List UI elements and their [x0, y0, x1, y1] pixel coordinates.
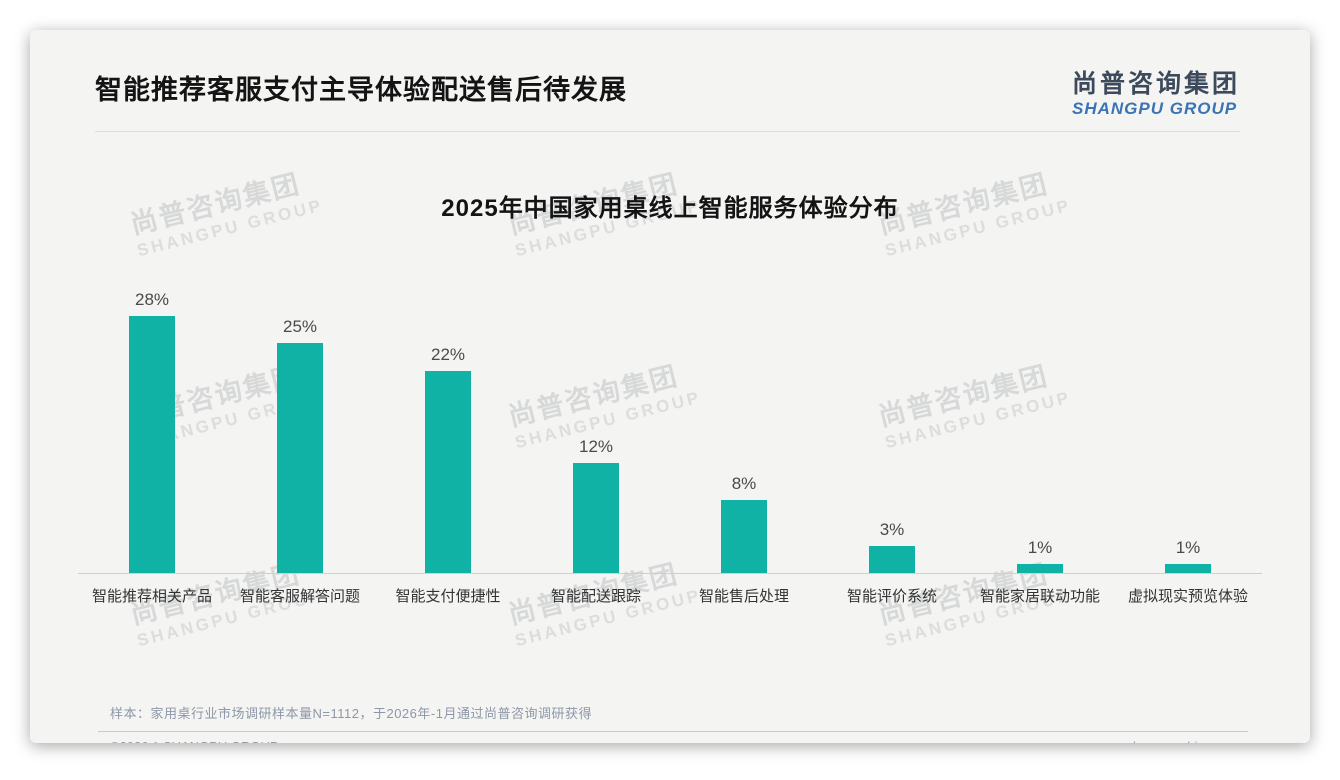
- bar-slot: 8%: [670, 474, 818, 574]
- footer: ©2026.1 SHANGPU GROUP www.shangpu-china.…: [30, 732, 1310, 743]
- category-label: 虚拟现实预览体验: [1127, 588, 1248, 606]
- bar-value-label: 25%: [282, 317, 318, 337]
- bar: [721, 499, 767, 574]
- bar-value-label: 28%: [134, 289, 170, 309]
- report-header: 智能推荐客服支付主导体验配送售后待发展 尚普咨询集团 SHANGPU GROUP: [30, 30, 1310, 119]
- bar: [277, 343, 323, 574]
- bar-slot: 25%: [226, 317, 374, 574]
- bar-slot: 3%: [818, 520, 966, 574]
- copyright-text: ©2026.1 SHANGPU GROUP: [110, 739, 279, 743]
- bar-value-label: 22%: [430, 344, 466, 364]
- bar: [129, 315, 175, 574]
- bars-row: 28% 25% 22% 12% 8% 3% 1% 1%: [78, 279, 1262, 575]
- category-label: 智能家居联动功能: [979, 588, 1100, 606]
- bar: [869, 545, 915, 574]
- logo-chinese-text: 尚普咨询集团: [1071, 70, 1240, 98]
- category-label: 智能配送跟踪: [550, 588, 641, 606]
- bar: [573, 462, 619, 574]
- company-logo: 尚普咨询集团 SHANGPU GROUP: [1072, 70, 1240, 119]
- bar: [425, 370, 471, 574]
- website-text: www.shangpu-china.com: [1095, 739, 1240, 743]
- category-label: 智能推荐相关产品: [91, 588, 212, 606]
- chart-title: 2025年中国家用桌线上智能服务体验分布: [441, 195, 899, 223]
- footer-divider: [98, 730, 1248, 732]
- sample-note: 样本：家用桌行业市场调研样本量N=1112，于2026年-1月通过尚普咨询调研获…: [110, 705, 592, 721]
- bar-value-label: 12%: [578, 436, 614, 456]
- bar-slot: 1%: [966, 537, 1114, 574]
- bar-slot: 22%: [374, 344, 522, 574]
- category-label: 智能支付便捷性: [395, 588, 501, 606]
- bar-slot: 1%: [1114, 537, 1262, 574]
- category-label: 智能客服解答问题: [239, 588, 360, 606]
- category-label: 智能售后处理: [698, 588, 789, 606]
- bar-slot: 28%: [78, 290, 226, 574]
- bar: [1165, 563, 1211, 574]
- categories-row: 智能推荐相关产品 智能客服解答问题 智能支付便捷性 智能配送跟踪 智能售后处理 智能评价系…: [78, 574, 1262, 607]
- bar-slot: 12%: [522, 436, 670, 574]
- bar-value-label: 8%: [731, 473, 757, 493]
- title-divider: [95, 131, 1240, 133]
- report-card: 智能推荐客服支付主导体验配送售后待发展 尚普咨询集团 SHANGPU GROUP…: [30, 30, 1310, 743]
- page-title: 智能推荐客服支付主导体验配送售后待发展: [95, 75, 627, 105]
- bar-value-label: 3%: [879, 519, 905, 539]
- bar-value-label: 1%: [1175, 537, 1201, 557]
- bar: [1017, 563, 1063, 574]
- bar-chart: 28% 25% 22% 12% 8% 3% 1% 1% 智能推荐相关产品 智能客服解答问题 智能支…: [78, 279, 1262, 607]
- category-label: 智能评价系统: [846, 588, 937, 606]
- bar-value-label: 1%: [1027, 537, 1053, 557]
- logo-english-text: SHANGPU GROUP: [1071, 98, 1238, 118]
